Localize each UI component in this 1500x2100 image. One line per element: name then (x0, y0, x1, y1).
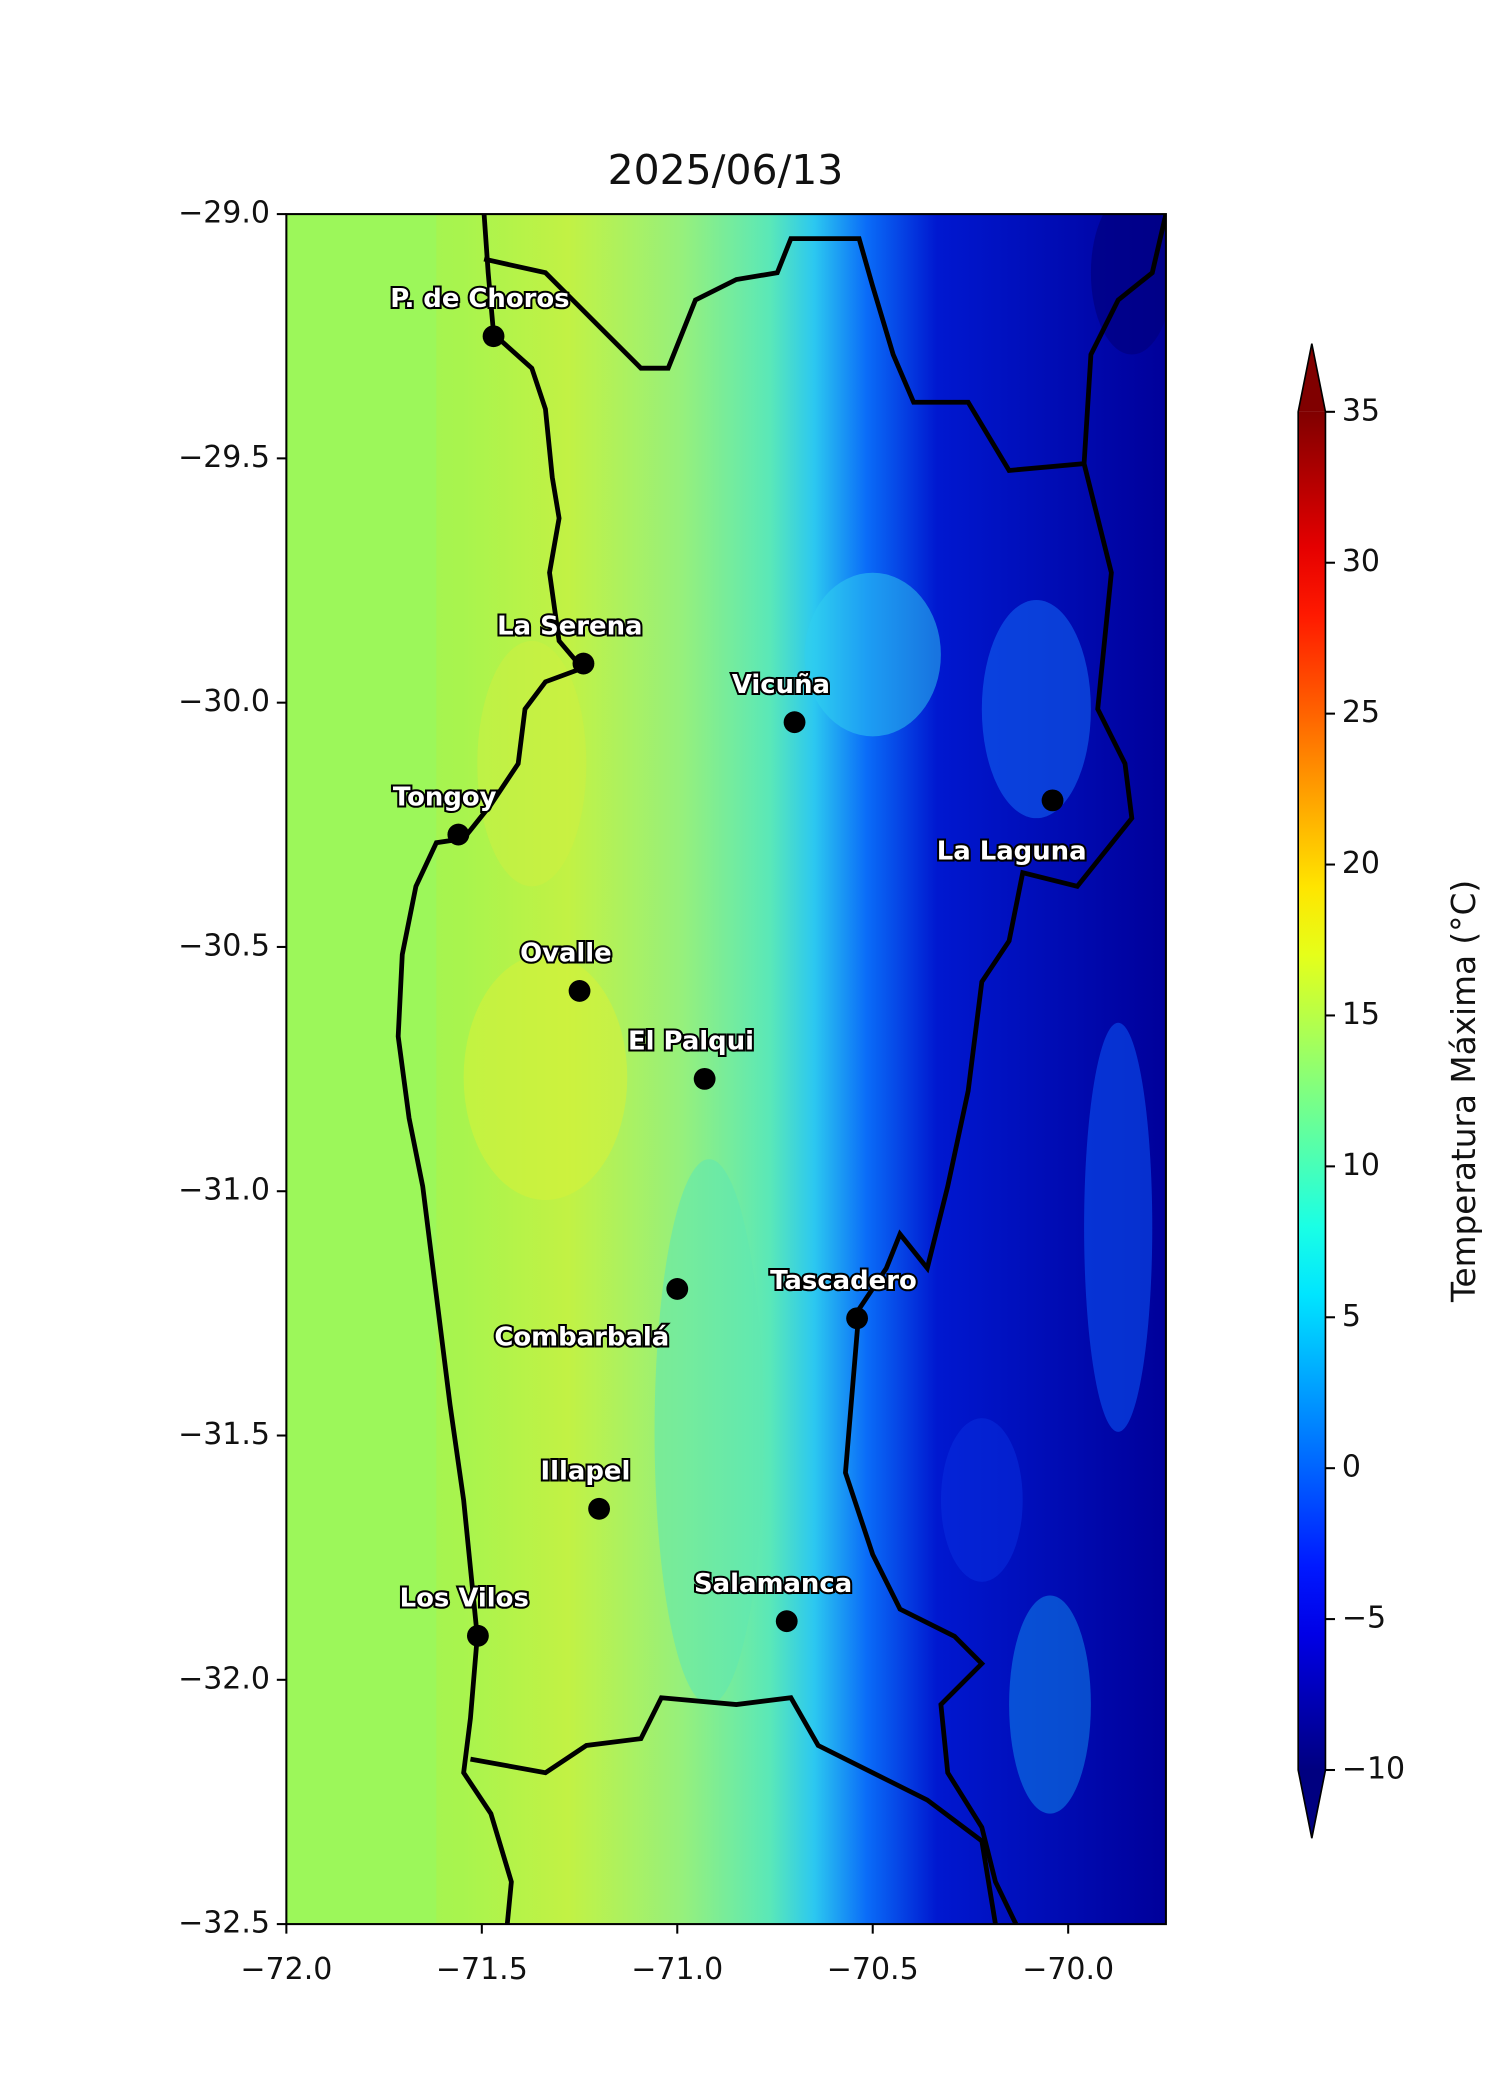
city-label: Combarbalá (494, 1323, 669, 1353)
region-border (470, 1695, 998, 1925)
x-tick-label: −72.0 (240, 1952, 332, 1987)
city-label: Tongoy (393, 782, 497, 812)
city-marker (775, 1610, 798, 1633)
colorbar (1298, 411, 1326, 1771)
city-label: Illapel (541, 1456, 631, 1486)
colorbar-tick-label: 30 (1342, 544, 1380, 579)
colorbar-tick-label: 10 (1342, 1148, 1380, 1183)
colorbar-tick-label: 35 (1342, 393, 1380, 428)
national-border (843, 214, 1166, 1925)
colorbar-tick-label: 5 (1342, 1299, 1361, 1334)
city-marker (783, 711, 806, 734)
x-tick-label: −71.5 (436, 1952, 528, 1987)
city-label: El Palqui (628, 1027, 754, 1057)
city-marker (846, 1307, 868, 1330)
city-label: P. de Choros (390, 284, 569, 314)
y-tick-label: −29.5 (178, 440, 270, 475)
y-tick-label: −31.0 (178, 1173, 270, 1208)
map-title: 2025/06/13 (608, 146, 844, 194)
colorbar-label: Temperatura Máxima (°C) (1445, 880, 1483, 1303)
region-border (483, 236, 1085, 473)
colorbar-tick-label: 20 (1342, 846, 1380, 881)
city-label: Tascadero (770, 1266, 917, 1296)
city-marker (572, 652, 595, 675)
city-label: Salamanca (694, 1569, 852, 1599)
y-tick-label: −29.0 (178, 196, 270, 231)
colorbar-extend-min (1298, 1770, 1326, 1839)
colorbar-tick-label: 15 (1342, 997, 1380, 1032)
y-tick-label: −30.5 (178, 928, 270, 963)
colorbar-tick-label: 0 (1342, 1450, 1361, 1485)
y-tick-label: −30.0 (178, 684, 270, 719)
city-marker (482, 325, 505, 348)
colorbar-tick-label: −5 (1342, 1601, 1386, 1636)
city-label: Ovalle (520, 939, 612, 969)
city-marker (666, 1278, 689, 1300)
city-marker (467, 1624, 489, 1647)
y-tick-label: −31.5 (178, 1417, 270, 1452)
temperature-field (286, 214, 1166, 1925)
x-tick-label: −70.0 (1022, 1952, 1114, 1987)
city-label: La Serena (497, 611, 642, 641)
city-marker (1041, 789, 1064, 812)
city-marker (447, 823, 470, 846)
city-marker (588, 1497, 610, 1520)
colorbar-tick-label: −10 (1342, 1752, 1405, 1787)
city-label: Los Vilos (400, 1584, 529, 1614)
city-marker (568, 980, 591, 1002)
overlay: −72.0 −71.5 −71.0 −70.5 −70.0 −29.0 −29.5 −30.0… (178, 196, 1483, 1987)
city-marker (693, 1067, 716, 1090)
axes-frame (285, 213, 1167, 1926)
x-tick-label: −71.0 (631, 1952, 723, 1987)
y-tick-label: −32.5 (178, 1906, 270, 1941)
city-label: Vicuña (732, 670, 830, 700)
colorbar-extend-max (1298, 343, 1326, 412)
x-tick-label: −70.5 (827, 1952, 919, 1987)
colorbar-tick-label: 25 (1342, 695, 1380, 730)
city-label: La Laguna (937, 837, 1087, 867)
y-tick-label: −32.0 (178, 1661, 270, 1696)
